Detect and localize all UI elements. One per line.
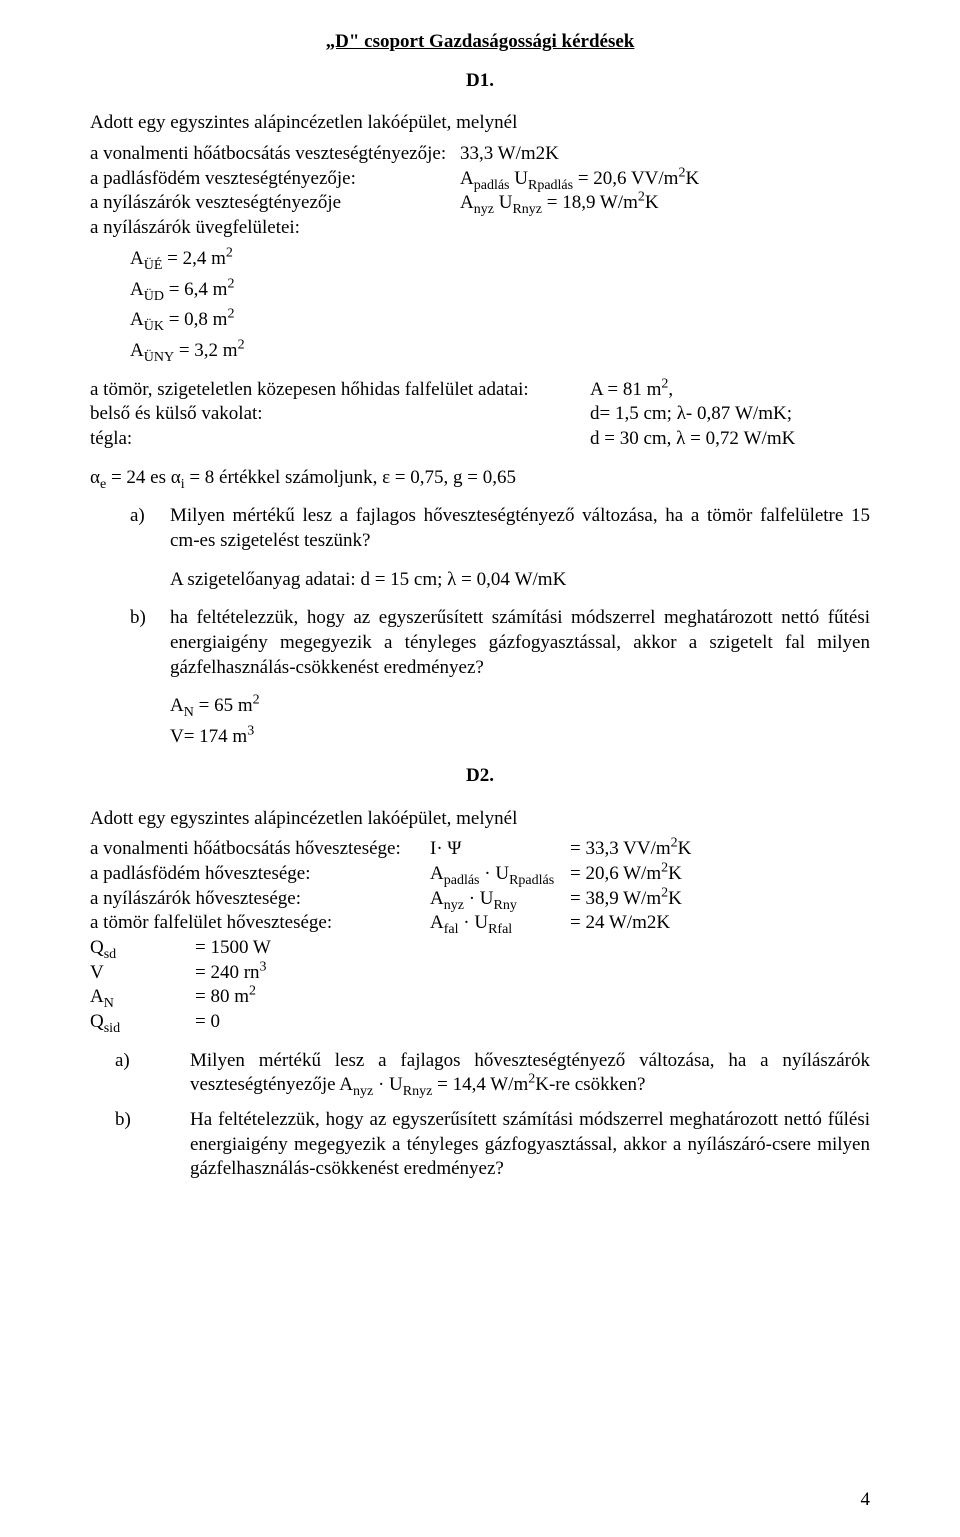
d2-r4c2: Afal · URfal [430,911,570,936]
d1-b2l: belső és külső vakolat: [90,402,590,427]
d1-qa-extra: A szigetelőanyag adatai: d = 15 cm; λ = … [90,568,870,593]
d2-r1c3: = 33,3 VV/m2K [570,837,691,862]
d2-row3: a nyílászárók hővesztesége: Anyz · URny … [90,887,870,912]
d2-var-qsd: Qsd = 1500 W [90,936,870,961]
d2-v2v: = 240 rn3 [195,961,267,986]
d1-b1l: a tömör, szigeteletlen közepesen hőhidas… [90,378,590,403]
d2-r4c1: a tömör falfelület hővesztesége: [90,911,430,936]
d2-v3v: = 80 m2 [195,985,256,1010]
d1-r3-label: a nyílászárók veszteségtényezője [90,191,460,216]
d1-r2-label: a padlásfödém veszteségtényezője: [90,167,460,192]
d2-heading: D2. [90,764,870,789]
d1-qa-text: Milyen mértékű lesz a fajlagos hővesztes… [170,504,870,553]
d1-alpha-line: αe = 24 es αi = 8 értékkel számoljunk, ε… [90,466,870,491]
d1-wallrow1: a tömör, szigeteletlen közepesen hőhidas… [90,378,870,403]
d1-wallrow3: tégla: d = 30 cm, λ = 0,72 W/mK [90,427,870,452]
d1-qa-marker: a) [90,504,170,529]
d1-b3r: d = 30 cm, λ = 0,72 W/mK [590,427,795,452]
d2-r3c2: Anyz · URny [430,887,570,912]
d1-row1: a vonalmenti hőátbocsátás veszteségténye… [90,142,870,167]
d2-r2c3: = 20,6 W/m2K [570,862,682,887]
d2-r1c1: a vonalmenti hőátbocsátás hővesztesége: [90,837,430,862]
d2-v4v: = 0 [195,1010,220,1035]
d1-row2: a padlásfödém veszteségtényezője: Apadlá… [90,167,870,192]
d1-question-b: b) ha feltételezzük, hogy az egyszerűsít… [90,606,870,680]
d1-wallrow2: belső és külső vakolat: d= 1,5 cm; λ- 0,… [90,402,870,427]
d1-wall-data: a tömör, szigeteletlen közepesen hőhidas… [90,378,870,452]
d1-qb-text: ha feltételezzük, hogy az egyszerűsített… [170,606,870,680]
d2-v3n: AN [90,985,195,1010]
d2-r3c3: = 38,9 W/m2K [570,887,682,912]
d2-r2c2: Apadlás · URpadlás [430,862,570,887]
d1-question-a: a) Milyen mértékű lesz a fajlagos hővesz… [90,504,870,553]
d1-b3l: tégla: [90,427,590,452]
d2-var-qsid: Qsid = 0 [90,1010,870,1035]
d1-qb-marker: b) [90,606,170,631]
d1-final-vars: AN = 65 m2 V= 174 m3 [90,694,870,749]
d1-area-uny: AÜNY = 3,2 m2 [90,339,870,364]
d1-r1-label: a vonalmenti hőátbocsátás veszteségténye… [90,142,460,167]
d1-heading: D1. [90,69,870,94]
page-number: 4 [861,1488,871,1513]
d1-area-uk: AÜK = 0,8 m2 [90,308,870,333]
d2-r2c1: a padlásfödém hővesztesége: [90,862,430,887]
d2-r4c3: = 24 W/m2K [570,911,670,936]
d1-intro: Adott egy egyszintes alápincézetlen lakó… [90,111,870,136]
d2-var-an: AN = 80 m2 [90,985,870,1010]
d2-row4: a tömör falfelület hővesztesége: Afal · … [90,911,870,936]
d2-v1v: = 1500 W [195,936,271,961]
d2-params: Adott egy egyszintes alápincézetlen lakó… [90,807,870,1035]
d1-r4-label: a nyílászárók üvegfelületei: [90,216,870,241]
d1-an-line: AN = 65 m2 [170,694,870,719]
d2-intro: Adott egy egyszintes alápincézetlen lakó… [90,807,870,832]
d1-v-line: V= 174 m3 [170,725,870,750]
d2-v2n: V [90,961,195,986]
d1-area-ud: AÜD = 6,4 m2 [90,278,870,303]
d2-v1n: Qsd [90,936,195,961]
d2-question-b: b) Ha feltételezzük, hogy az egyszerűsít… [90,1108,870,1182]
d1-area-ue: AÜÉ = 2,4 m2 [90,247,870,272]
d2-r1c2: I· Ψ [430,837,570,862]
d1-r3-value: Anyz URnyz = 18,9 W/m2K [460,191,659,216]
d1-b1r: A = 81 m2, [590,378,673,403]
d2-v4n: Qsid [90,1010,195,1035]
d2-qa-marker: a) [90,1049,190,1074]
d1-row3: a nyílászárók veszteségtényezője Anyz UR… [90,191,870,216]
d2-r3c1: a nyílászárók hővesztesége: [90,887,430,912]
d1-b2r: d= 1,5 cm; λ- 0,87 W/mK; [590,402,792,427]
d2-qb-text: Ha feltételezzük, hogy az egyszerűsített… [190,1108,870,1182]
d1-params: Adott egy egyszintes alápincézetlen lakó… [90,111,870,363]
d2-qb-marker: b) [90,1108,190,1133]
page-title: „D" csoport Gazdaságossági kérdések [90,30,870,55]
d2-row1: a vonalmenti hőátbocsátás hővesztesége: … [90,837,870,862]
d1-r1-value: 33,3 W/m2K [460,142,559,167]
d2-var-v: V = 240 rn3 [90,961,870,986]
d2-question-a: a) Milyen mértékű lesz a fajlagos hővesz… [90,1049,870,1098]
d2-qa-text: Milyen mértékű lesz a fajlagos hővesztes… [190,1049,870,1098]
d1-r2-value: Apadlás URpadlás = 20,6 VV/m2K [460,167,699,192]
d2-row2: a padlásfödém hővesztesége: Apadlás · UR… [90,862,870,887]
